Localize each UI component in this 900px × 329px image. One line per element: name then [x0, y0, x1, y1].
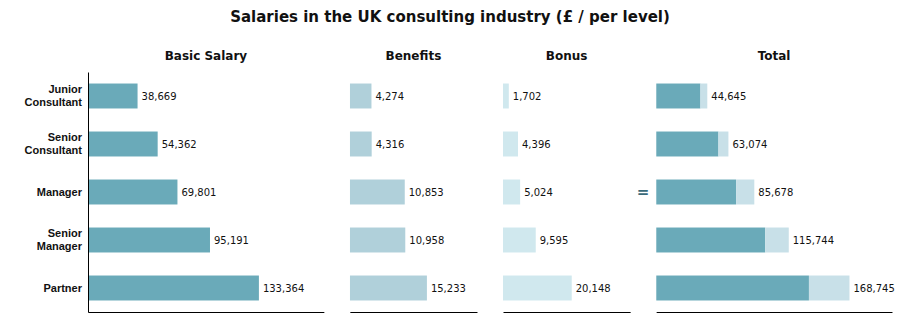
bar: [503, 228, 536, 253]
y-tick-label-line: Partner: [43, 282, 82, 294]
data-label: 1,702: [513, 91, 542, 102]
bar: [350, 84, 372, 109]
data-label: 54,362: [162, 139, 197, 150]
y-tick-label-line: Consultant: [25, 144, 83, 156]
bar: [503, 180, 520, 205]
x-axis: [657, 312, 893, 313]
data-label: 10,853: [409, 187, 444, 198]
panel: 44,645 63,074 85,678 115,744 168,745 Total: [656, 49, 895, 313]
panel: 38,669 54,362 69,801 95,191 133,364 Basic Sal…: [25, 49, 325, 313]
data-label: 4,316: [376, 139, 405, 150]
bar: [503, 84, 509, 109]
bar: [88, 132, 158, 157]
bar-segment: [656, 132, 718, 157]
data-label: 4,396: [522, 139, 551, 150]
title: Salaries in the UK consulting industry (…: [230, 8, 670, 26]
x-axis-line: [657, 312, 893, 313]
y-tick-label-line: Senior: [48, 227, 83, 239]
data-label: 15,233: [431, 283, 466, 294]
bar-segment: [656, 84, 700, 109]
data-label: 5,024: [524, 187, 553, 198]
bar: [503, 132, 518, 157]
bar-segment: [765, 228, 789, 253]
bar-segment: [700, 84, 707, 109]
chart: Salaries in the UK consulting industry (…: [0, 0, 900, 329]
x-axis-line: [504, 312, 631, 313]
data-labels: 38,669 54,362 69,801 95,191 133,364: [142, 91, 305, 294]
panel-header: Bonus: [546, 49, 588, 63]
bar: [350, 132, 372, 157]
y-axis: JuniorConsultantSeniorConsultantManagerS…: [25, 73, 89, 313]
bar-segment: [809, 276, 850, 301]
bar: [503, 276, 572, 301]
bar: [350, 228, 405, 253]
bar: [88, 180, 177, 205]
x-axis-line: [350, 312, 477, 313]
data-label: 85,678: [758, 187, 793, 198]
y-axis-line: [88, 73, 89, 313]
bar-segment: [656, 180, 736, 205]
panel: 1,702 4,396 5,024 9,595 20,148 Bonus: [503, 49, 631, 313]
y-tick-label: SeniorConsultant: [25, 131, 83, 156]
y-tick-label: SeniorManager: [37, 227, 83, 252]
panel-header: Basic Salary: [165, 49, 248, 63]
data-labels: 4,274 4,316 10,853 10,958 15,233: [375, 91, 465, 294]
y-tick-label-line: Manager: [37, 240, 83, 252]
data-label: 95,191: [214, 235, 249, 246]
panel: 4,274 4,316 10,853 10,958 15,233 Benefits: [350, 49, 478, 313]
bars: [88, 84, 259, 301]
x-axis: [504, 312, 631, 313]
data-labels: 44,645 63,074 85,678 115,744 168,745: [711, 91, 895, 294]
x-axis: [89, 312, 325, 313]
y-tick: JuniorConsultant: [25, 83, 83, 108]
y-tick-label: Partner: [43, 282, 82, 294]
data-label: 9,595: [540, 235, 569, 246]
bar: [88, 84, 138, 109]
y-tick: SeniorConsultant: [25, 131, 83, 156]
bar: [88, 276, 259, 301]
panel-header: Total: [758, 49, 791, 63]
y-tick-label-line: Consultant: [25, 96, 83, 108]
data-label: 10,958: [409, 235, 444, 246]
data-label: 168,745: [853, 283, 894, 294]
data-label: 20,148: [576, 283, 611, 294]
y-tick: SeniorManager: [37, 227, 83, 252]
data-label: 44,645: [711, 91, 746, 102]
data-label: 69,801: [181, 187, 216, 198]
data-labels: 1,702 4,396 5,024 9,595 20,148: [513, 91, 611, 294]
y-tick-label: JuniorConsultant: [25, 83, 83, 108]
data-label: 63,074: [732, 139, 767, 150]
data-label: 38,669: [142, 91, 177, 102]
bar-segment: [736, 180, 754, 205]
y-tick: Partner: [43, 282, 82, 294]
y-tick-label-line: Junior: [48, 83, 82, 95]
bar-segment: [656, 228, 765, 253]
data-label: 4,274: [375, 91, 404, 102]
y-tick: Manager: [37, 186, 83, 198]
bar-segment: [718, 132, 728, 157]
annotation: =: [637, 183, 650, 201]
bar: [350, 276, 427, 301]
data-label: 115,744: [793, 235, 834, 246]
y-tick-label-line: Senior: [48, 131, 83, 143]
x-axis: [350, 312, 477, 313]
bar-segment: [656, 276, 809, 301]
y-tick-label-line: Manager: [37, 186, 83, 198]
x-axis-line: [89, 312, 325, 313]
bar: [350, 180, 405, 205]
y-tick-label: Manager: [37, 186, 83, 198]
panel-header: Benefits: [386, 49, 442, 63]
data-label: 133,364: [263, 283, 304, 294]
bars: [503, 84, 572, 301]
bars: [656, 84, 849, 301]
bar: [88, 228, 210, 253]
